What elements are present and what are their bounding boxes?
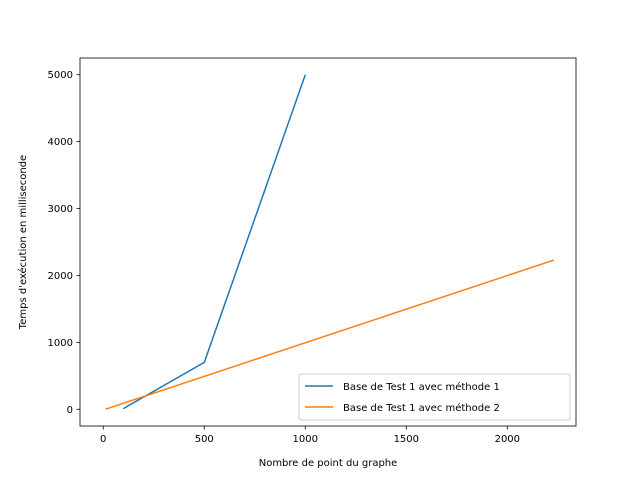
series-layer <box>105 74 555 411</box>
legend: Base de Test 1 avec méthode 1 Base de Te… <box>298 373 571 421</box>
y-tick-label: 2000 <box>48 271 73 282</box>
y-tick-label: 0 <box>67 405 73 416</box>
x-tick-label: 500 <box>195 434 214 445</box>
y-tick-label: 1000 <box>48 338 73 349</box>
series-line-1 <box>123 74 307 410</box>
legend-label-series-2: Base de Test 1 avec méthode 2 <box>343 402 500 414</box>
legend-box <box>298 373 571 421</box>
x-axis-label: Nombre de point du graphe <box>259 458 398 469</box>
x-tick-label: 0 <box>100 434 106 445</box>
x-tick-label: 1500 <box>394 434 419 445</box>
legend-label-series-1: Base de Test 1 avec méthode 1 <box>343 381 500 393</box>
y-tick-label: 4000 <box>48 137 73 148</box>
x-tick-label: 1000 <box>293 434 318 445</box>
y-axis-label: Temps d'exécution en milliseconde <box>17 155 29 330</box>
x-tick-label: 2000 <box>495 434 520 445</box>
y-axis: 0 1000 2000 3000 4000 5000 <box>48 70 80 416</box>
y-tick-label: 3000 <box>48 204 73 215</box>
x-axis: 0 500 1000 1500 2000 <box>100 426 520 445</box>
series-line-2 <box>105 259 555 411</box>
y-tick-label: 5000 <box>48 70 73 81</box>
plot-frame <box>79 57 577 427</box>
